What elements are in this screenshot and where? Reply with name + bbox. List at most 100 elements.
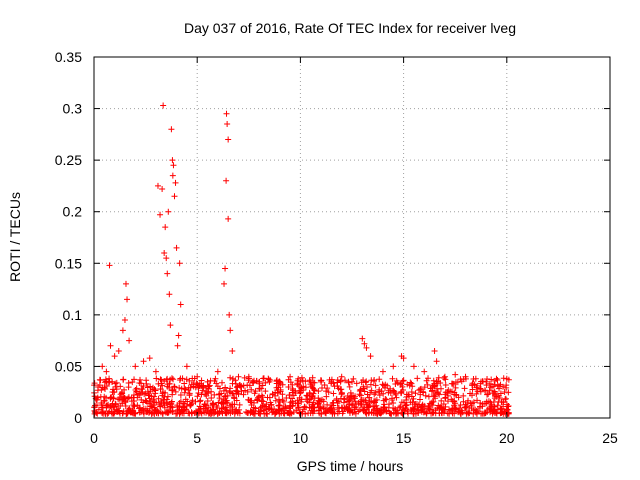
data-point [207,406,214,413]
data-point [194,373,201,380]
data-point [309,393,316,400]
data-point [289,381,296,388]
data-point [401,399,408,406]
data-point [263,403,270,410]
data-point [392,380,399,387]
data-point [225,136,232,143]
data-point [118,396,125,403]
data-point [165,208,172,215]
data-point [109,400,116,407]
data-point [290,400,297,407]
data-point [236,401,243,408]
data-point [388,410,395,417]
data-point [169,172,176,179]
data-point [462,373,469,380]
data-point [303,392,310,399]
data-point [160,102,167,109]
data-point [396,404,403,411]
data-point [111,353,118,360]
data-point [409,383,416,390]
data-point [484,375,491,382]
data-point [183,363,190,370]
data-point [199,383,206,390]
data-point [166,291,173,298]
data-point [254,396,261,403]
data-point [341,377,348,384]
data-point [248,399,255,406]
data-point [416,396,423,403]
data-point [303,396,310,403]
data-point [285,384,292,391]
data-point [309,374,316,381]
data-point [220,396,227,403]
data-point [330,390,337,397]
x-tick-label: 25 [602,430,618,446]
data-point [163,376,170,383]
data-point [367,381,374,388]
data-point [376,376,383,383]
data-point [442,382,449,389]
data-point [251,390,258,397]
data-point [264,410,271,417]
data-point [223,110,230,117]
data-point [399,383,406,390]
data-point [137,376,144,383]
data-point [166,380,173,387]
data-point [170,162,177,169]
data-point [190,379,197,386]
data-point [458,407,465,414]
data-point [169,391,176,398]
data-point [115,347,122,354]
data-point [287,399,294,406]
data-point [445,392,452,399]
data-point [168,398,175,405]
data-point [486,380,493,387]
data-point [266,378,273,385]
data-point [387,390,394,397]
data-point [223,177,230,184]
data-point [442,389,449,396]
data-point [272,397,279,404]
data-point [429,402,436,409]
data-point [340,399,347,406]
data-point [383,396,390,403]
data-point [235,373,242,380]
data-point [419,388,426,395]
data-point [435,402,442,409]
data-point [275,407,282,414]
data-point [282,404,289,411]
data-point [441,375,448,382]
data-point [101,384,108,391]
data-point [174,410,181,417]
data-point [380,397,387,404]
data-point [159,410,166,417]
data-point [103,368,110,375]
data-point [206,382,213,389]
data-point [103,394,110,401]
data-point [147,388,154,395]
data-point [315,388,322,395]
data-point [194,393,201,400]
data-point [200,403,207,410]
data-point [497,390,504,397]
x-tick-label: 15 [396,430,412,446]
data-point [479,378,486,385]
data-point [320,404,327,411]
data-point [229,375,236,382]
data-point [110,410,117,417]
data-point [204,388,211,395]
data-point [479,410,486,417]
data-point [97,393,104,400]
data-point [451,398,458,405]
data-point [241,374,248,381]
data-point [260,407,267,414]
data-point [181,406,188,413]
data-point [164,393,171,400]
x-tick-label: 0 [90,430,98,446]
data-point [491,395,498,402]
data-point [437,385,444,392]
data-point [338,373,345,380]
data-point [386,401,393,408]
data-point [276,378,283,385]
data-point [172,179,179,186]
